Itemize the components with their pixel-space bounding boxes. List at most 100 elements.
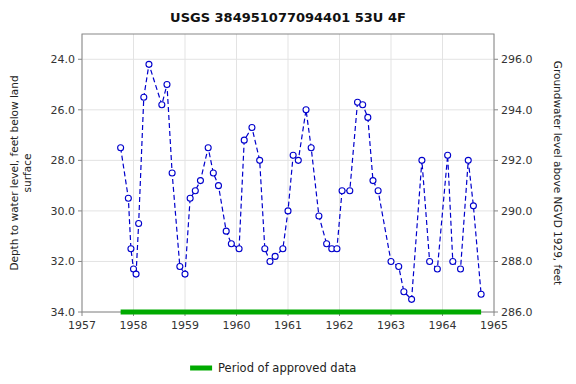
point bbox=[339, 188, 345, 194]
y-tick-label: 26.0 bbox=[51, 104, 76, 117]
y2-tick bbox=[494, 59, 498, 60]
point bbox=[125, 195, 131, 201]
point bbox=[141, 94, 147, 100]
point bbox=[210, 170, 216, 176]
point bbox=[169, 170, 175, 176]
y2-tick bbox=[494, 261, 498, 262]
point bbox=[187, 195, 193, 201]
point bbox=[236, 246, 242, 252]
grid-line-x bbox=[288, 34, 289, 312]
approved-period-bar bbox=[121, 310, 482, 315]
point bbox=[409, 296, 415, 302]
grid-line-x bbox=[236, 34, 237, 312]
y2-tick-label: 288.0 bbox=[501, 255, 533, 268]
period-band bbox=[121, 312, 482, 313]
grid-line-y bbox=[82, 160, 494, 161]
x-tick-label: 1964 bbox=[429, 319, 457, 332]
point bbox=[419, 157, 425, 163]
point bbox=[146, 61, 152, 67]
y-tick-label: 24.0 bbox=[51, 53, 76, 66]
point bbox=[280, 246, 286, 252]
point bbox=[308, 145, 314, 151]
y2-tick-label: 294.0 bbox=[501, 104, 533, 117]
point bbox=[303, 107, 309, 113]
y-tick bbox=[78, 210, 82, 211]
point bbox=[370, 178, 376, 184]
grid-line-x bbox=[391, 34, 392, 312]
y-tick-label: 32.0 bbox=[51, 255, 76, 268]
point bbox=[324, 241, 330, 247]
x-tick-label: 1957 bbox=[68, 319, 96, 332]
y2-tick-label: 290.0 bbox=[501, 205, 533, 218]
y-tick bbox=[78, 59, 82, 60]
point bbox=[334, 246, 340, 252]
chart: 19571958195919601961196219631964196524.0… bbox=[0, 0, 576, 384]
point bbox=[128, 246, 134, 252]
point bbox=[347, 188, 353, 194]
point bbox=[458, 266, 464, 272]
y-tick bbox=[78, 160, 82, 161]
point bbox=[396, 264, 402, 270]
point bbox=[133, 271, 139, 277]
point bbox=[427, 258, 433, 264]
y2-tick bbox=[494, 312, 498, 313]
y-tick bbox=[78, 261, 82, 262]
y-axis-label: Depth to water level, feet below landsur… bbox=[8, 75, 33, 270]
point bbox=[401, 289, 407, 295]
point bbox=[267, 258, 273, 264]
y-tick-label: 28.0 bbox=[51, 154, 76, 167]
legend-label: Period of approved data bbox=[218, 361, 356, 375]
x-tick-label: 1960 bbox=[223, 319, 251, 332]
point bbox=[164, 82, 170, 88]
x-tick-label: 1961 bbox=[274, 319, 302, 332]
legend: Period of approved data bbox=[190, 361, 356, 375]
point bbox=[470, 203, 476, 209]
grid-line-y bbox=[82, 59, 494, 60]
point bbox=[257, 157, 263, 163]
point bbox=[192, 188, 198, 194]
series-line bbox=[121, 64, 482, 299]
plot-data bbox=[118, 61, 485, 302]
grid bbox=[82, 34, 494, 312]
y-axis: 24.026.028.030.032.034.0 bbox=[51, 53, 83, 319]
point bbox=[316, 213, 322, 219]
point bbox=[360, 102, 366, 108]
y-tick bbox=[78, 312, 82, 313]
x-axis: 195719581959196019611962196319641965 bbox=[68, 312, 508, 332]
point bbox=[205, 145, 211, 151]
point bbox=[295, 157, 301, 163]
x-tick-label: 1965 bbox=[480, 319, 508, 332]
point bbox=[375, 188, 381, 194]
x-tick-label: 1959 bbox=[171, 319, 199, 332]
y-tick-label: 30.0 bbox=[51, 205, 76, 218]
point bbox=[197, 178, 203, 184]
point bbox=[388, 258, 394, 264]
y2-tick bbox=[494, 109, 498, 110]
point bbox=[159, 102, 165, 108]
point bbox=[223, 228, 229, 234]
y2-tick bbox=[494, 210, 498, 211]
point bbox=[241, 137, 247, 143]
grid-line-x bbox=[442, 34, 443, 312]
grid-line-x bbox=[339, 34, 340, 312]
x-tick bbox=[494, 312, 495, 316]
point bbox=[215, 183, 221, 189]
grid-line-y bbox=[82, 312, 494, 313]
point bbox=[285, 208, 291, 214]
point bbox=[228, 241, 234, 247]
y2-tick-label: 296.0 bbox=[501, 53, 533, 66]
point bbox=[182, 271, 188, 277]
y2-tick-label: 292.0 bbox=[501, 154, 533, 167]
point bbox=[478, 291, 484, 297]
x-tick-label: 1963 bbox=[377, 319, 405, 332]
y2-axis: 286.0288.0290.0292.0294.0296.0 bbox=[494, 53, 533, 319]
point bbox=[365, 114, 371, 120]
point bbox=[118, 145, 124, 151]
plot-frame bbox=[82, 34, 494, 312]
point bbox=[177, 264, 183, 270]
x-tick-label: 1958 bbox=[120, 319, 148, 332]
point bbox=[272, 253, 278, 259]
point bbox=[262, 246, 268, 252]
point bbox=[434, 266, 440, 272]
y2-tick bbox=[494, 160, 498, 161]
